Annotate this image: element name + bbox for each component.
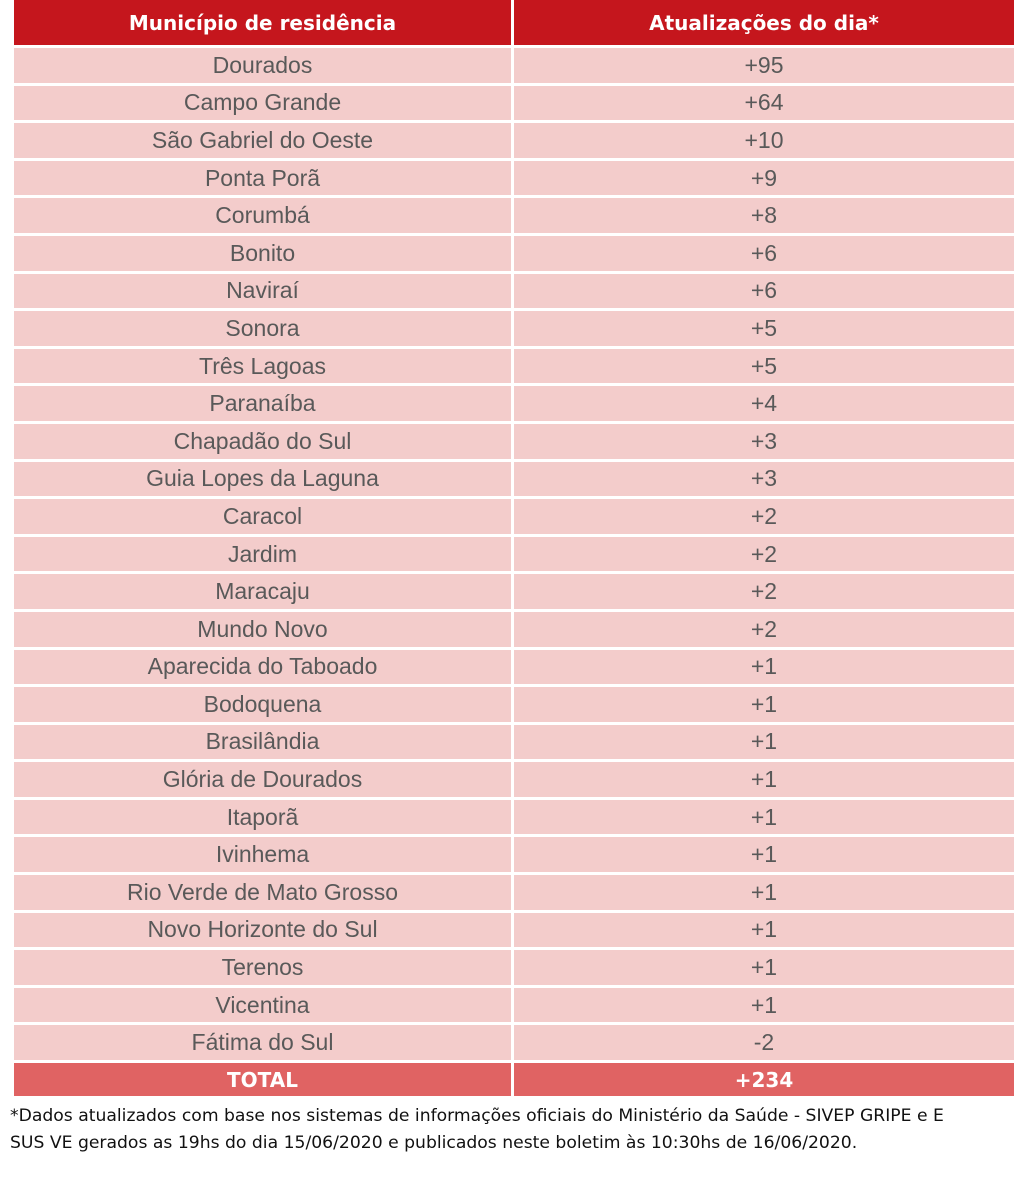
table-row: Terenos +1 [14, 950, 1014, 988]
municipality-cell: Mundo Novo [14, 611, 511, 650]
table-row: Bodoquena +1 [14, 687, 1014, 725]
municipality-cell: Bonito [14, 235, 511, 274]
table-row: Campo Grande +64 [14, 85, 1014, 124]
update-count-cell: +1 [514, 762, 1014, 800]
update-count-cell: +9 [514, 160, 1014, 199]
update-count-cell: +10 [514, 123, 1014, 161]
table-row: Mundo Novo +2 [14, 611, 1014, 650]
municipality-cell: Ivinhema [14, 837, 511, 876]
table-row: Jardim +2 [14, 536, 1014, 575]
update-count-cell: +1 [514, 687, 1014, 725]
table-header-row: Município de residência Atualizações do … [14, 0, 1014, 48]
update-count-cell: +1 [514, 912, 1014, 951]
table-row: Corumbá +8 [14, 198, 1014, 236]
municipality-cell: Itaporã [14, 799, 511, 838]
footnote-line-2: SUS VE gerados as 19hs do dia 15/06/2020… [10, 1133, 858, 1153]
municipality-cell: Novo Horizonte do Sul [14, 912, 511, 951]
municipality-cell: Guia Lopes da Laguna [14, 461, 511, 500]
total-label: TOTAL [14, 1063, 511, 1097]
table-row: Rio Verde de Mato Grosso +1 [14, 875, 1014, 913]
table-row: Brasilândia +1 [14, 724, 1014, 763]
municipality-cell: Maracaju [14, 574, 511, 612]
update-count-cell: +2 [514, 536, 1014, 575]
update-count-cell: +1 [514, 875, 1014, 913]
table-row: Chapadão do Sul +3 [14, 423, 1014, 462]
municipality-cell: Três Lagoas [14, 348, 511, 387]
municipality-cell: Brasilândia [14, 724, 511, 763]
municipality-cell: Dourados [14, 48, 511, 86]
table-total-row: TOTAL +234 [14, 1063, 1014, 1097]
municipality-cell: Rio Verde de Mato Grosso [14, 875, 511, 913]
municipality-cell: Sonora [14, 311, 511, 349]
update-count-cell: +5 [514, 311, 1014, 349]
update-count-cell: +1 [514, 837, 1014, 876]
table-row: Glória de Dourados +1 [14, 762, 1014, 800]
update-count-cell: +95 [514, 48, 1014, 86]
update-count-cell: +1 [514, 950, 1014, 988]
update-count-cell: +2 [514, 499, 1014, 537]
update-count-cell: +2 [514, 574, 1014, 612]
table-row: Guia Lopes da Laguna +3 [14, 461, 1014, 500]
table-body: Dourados +95 Campo Grande +64 São Gabriel do… [14, 48, 1014, 1064]
table-row: Vicentina +1 [14, 987, 1014, 1026]
municipality-cell: Vicentina [14, 987, 511, 1026]
table-row: Caracol +2 [14, 499, 1014, 537]
municipality-cell: São Gabriel do Oeste [14, 123, 511, 161]
municipality-cell: Paranaíba [14, 386, 511, 424]
table-row: São Gabriel do Oeste +10 [14, 123, 1014, 161]
update-count-cell: +2 [514, 611, 1014, 650]
table-row: Paranaíba +4 [14, 386, 1014, 424]
municipality-cell: Glória de Dourados [14, 762, 511, 800]
municipality-cell: Campo Grande [14, 85, 511, 124]
update-count-cell: +1 [514, 724, 1014, 763]
update-count-cell: +1 [514, 987, 1014, 1026]
table-row: Sonora +5 [14, 311, 1014, 349]
table-row: Dourados +95 [14, 48, 1014, 86]
table-row: Maracaju +2 [14, 574, 1014, 612]
update-count-cell: -2 [514, 1025, 1014, 1064]
table-row: Naviraí +6 [14, 273, 1014, 312]
update-count-cell: +6 [514, 273, 1014, 312]
update-count-cell: +3 [514, 461, 1014, 500]
update-count-cell: +1 [514, 799, 1014, 838]
update-count-cell: +8 [514, 198, 1014, 236]
municipality-cell: Caracol [14, 499, 511, 537]
municipality-cell: Fátima do Sul [14, 1025, 511, 1064]
table-row: Ponta Porã +9 [14, 160, 1014, 199]
update-count-cell: +3 [514, 423, 1014, 462]
update-count-cell: +4 [514, 386, 1014, 424]
update-count-cell: +5 [514, 348, 1014, 387]
column-header-municipality: Município de residência [14, 0, 511, 48]
municipality-cell: Jardim [14, 536, 511, 575]
municipality-cell: Corumbá [14, 198, 511, 236]
municipality-cell: Bodoquena [14, 687, 511, 725]
municipality-cell: Naviraí [14, 273, 511, 312]
table-row: Ivinhema +1 [14, 837, 1014, 876]
table-row: Bonito +6 [14, 235, 1014, 274]
update-count-cell: +6 [514, 235, 1014, 274]
table-row: Fátima do Sul -2 [14, 1025, 1014, 1064]
municipality-cell: Chapadão do Sul [14, 423, 511, 462]
table-row: Itaporã +1 [14, 799, 1014, 838]
municipality-cell: Aparecida do Taboado [14, 649, 511, 688]
table-row: Aparecida do Taboado +1 [14, 649, 1014, 688]
total-value: +234 [514, 1063, 1014, 1097]
municipality-updates-table: Município de residência Atualizações do … [14, 0, 1014, 1097]
municipality-cell: Ponta Porã [14, 160, 511, 199]
municipality-cell: Terenos [14, 950, 511, 988]
footnote-line-1: *Dados atualizados com base nos sistemas… [10, 1106, 944, 1126]
table-row: Três Lagoas +5 [14, 348, 1014, 387]
footnote: *Dados atualizados com base nos sistemas… [10, 1103, 1020, 1157]
table-row: Novo Horizonte do Sul +1 [14, 912, 1014, 951]
column-header-daily-updates: Atualizações do dia* [514, 0, 1014, 48]
update-count-cell: +1 [514, 649, 1014, 688]
update-count-cell: +64 [514, 85, 1014, 124]
